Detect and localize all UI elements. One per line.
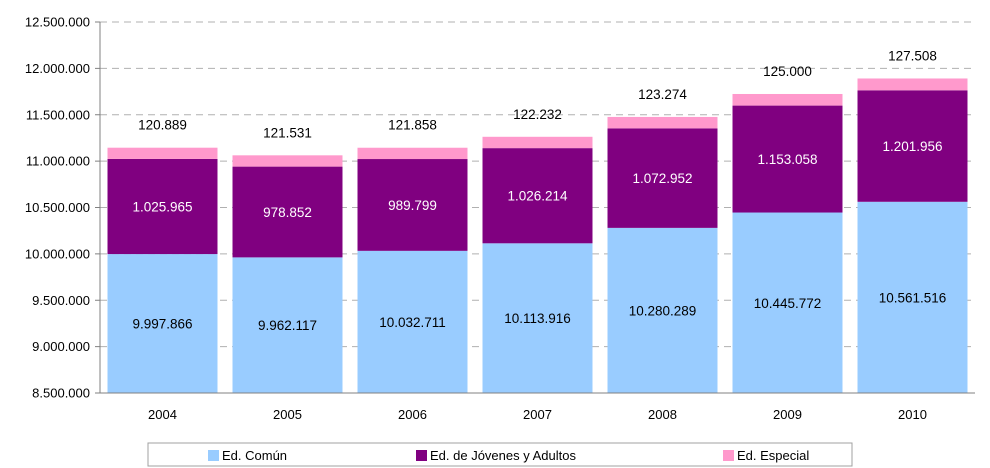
y-tick-label: 11.000.000 bbox=[26, 154, 90, 169]
y-tick-label: 11.500.000 bbox=[26, 107, 90, 122]
bar-ed-especial-2008 bbox=[607, 116, 718, 129]
data-label: 9.997.866 bbox=[132, 317, 192, 332]
data-label: 121.858 bbox=[388, 118, 437, 133]
legend-swatch bbox=[208, 450, 219, 461]
legend-swatch bbox=[416, 450, 427, 461]
bar-ed-especial-2004 bbox=[107, 147, 218, 159]
y-tick-label: 8.500.000 bbox=[32, 386, 90, 401]
data-label: 122.232 bbox=[513, 107, 562, 122]
y-tick-label: 12.000.000 bbox=[25, 61, 90, 76]
data-label: 1.201.956 bbox=[882, 139, 942, 154]
data-label: 1.072.952 bbox=[632, 171, 692, 186]
bars bbox=[107, 78, 968, 393]
bar-ed-de-j-venes-y-adultos-2008 bbox=[607, 128, 718, 228]
x-tick-label: 2004 bbox=[148, 407, 177, 422]
data-label: 121.531 bbox=[263, 125, 312, 140]
x-tick-label: 2006 bbox=[398, 407, 427, 422]
data-label: 1.026.214 bbox=[507, 189, 568, 204]
x-tick-label: 2007 bbox=[523, 407, 552, 422]
bar-ed-com-n-2009 bbox=[732, 212, 843, 393]
y-tick-label: 9.500.000 bbox=[32, 293, 90, 308]
bar-ed-de-j-venes-y-adultos-2005 bbox=[232, 166, 343, 258]
bar-ed-de-j-venes-y-adultos-2007 bbox=[482, 148, 593, 244]
bar-ed-de-j-venes-y-adultos-2004 bbox=[107, 158, 218, 255]
data-label: 10.561.516 bbox=[879, 290, 947, 305]
bar-ed-especial-2007 bbox=[482, 136, 593, 149]
bar-ed-com-n-2008 bbox=[607, 227, 718, 393]
data-label: 10.445.772 bbox=[754, 296, 822, 311]
data-label: 127.508 bbox=[888, 48, 937, 63]
legend-box bbox=[147, 442, 853, 467]
data-label: 1.153.058 bbox=[757, 152, 817, 167]
x-tick-label: 2008 bbox=[648, 407, 677, 422]
bar-ed-de-j-venes-y-adultos-2006 bbox=[357, 159, 468, 251]
data-label: 10.280.289 bbox=[629, 303, 697, 318]
data-labels: 9.997.866 1.025.965 120.889 9.962.117 978.85… bbox=[132, 48, 946, 333]
y-tick-label: 9.000.000 bbox=[32, 339, 90, 354]
bar-ed-especial-2009 bbox=[732, 93, 843, 106]
bar-ed-especial-2006 bbox=[357, 147, 468, 160]
data-label: 10.032.711 bbox=[379, 315, 446, 330]
data-label: 9.962.117 bbox=[258, 318, 317, 333]
data-label: 1.025.965 bbox=[132, 199, 192, 214]
legend: Ed. Común Ed. de Jóvenes y Adultos Ed. Esp… bbox=[147, 442, 853, 467]
bar-ed-especial-2010 bbox=[857, 78, 968, 91]
x-tick-label: 2005 bbox=[273, 407, 302, 422]
data-label: 123.274 bbox=[638, 87, 687, 102]
legend-label: Ed. Especial bbox=[737, 448, 809, 463]
legend-label: Ed. Común bbox=[222, 448, 287, 463]
x-tick-label: 2009 bbox=[773, 407, 802, 422]
legend-label: Ed. de Jóvenes y Adultos bbox=[430, 448, 576, 463]
x-axis-ticks: 2004 2005 2006 2007 2008 2009 2010 bbox=[148, 407, 927, 422]
legend-swatch bbox=[723, 450, 734, 461]
bar-ed-com-n-2004 bbox=[107, 254, 218, 393]
data-label: 125.000 bbox=[763, 64, 812, 79]
bar-ed-com-n-2010 bbox=[857, 201, 968, 393]
bar-ed-com-n-2006 bbox=[357, 250, 468, 393]
bar-ed-de-j-venes-y-adultos-2009 bbox=[732, 105, 843, 213]
y-tick-label: 10.500.000 bbox=[25, 200, 90, 215]
y-axis-ticks: 8.500.000 9.000.000 9.500.000 10.000.000 10.… bbox=[25, 15, 100, 401]
data-label: 10.113.916 bbox=[504, 311, 571, 326]
x-tick-label: 2010 bbox=[898, 407, 927, 422]
data-label: 989.799 bbox=[388, 198, 437, 213]
y-tick-label: 10.000.000 bbox=[25, 246, 90, 261]
y-tick-label: 12.500.000 bbox=[25, 15, 90, 30]
bar-ed-de-j-venes-y-adultos-2010 bbox=[857, 90, 968, 202]
bar-ed-com-n-2005 bbox=[232, 257, 343, 393]
data-label: 978.852 bbox=[263, 205, 312, 220]
data-label: 120.889 bbox=[138, 118, 187, 133]
bar-ed-especial-2005 bbox=[232, 155, 343, 167]
bar-ed-com-n-2007 bbox=[482, 243, 593, 393]
